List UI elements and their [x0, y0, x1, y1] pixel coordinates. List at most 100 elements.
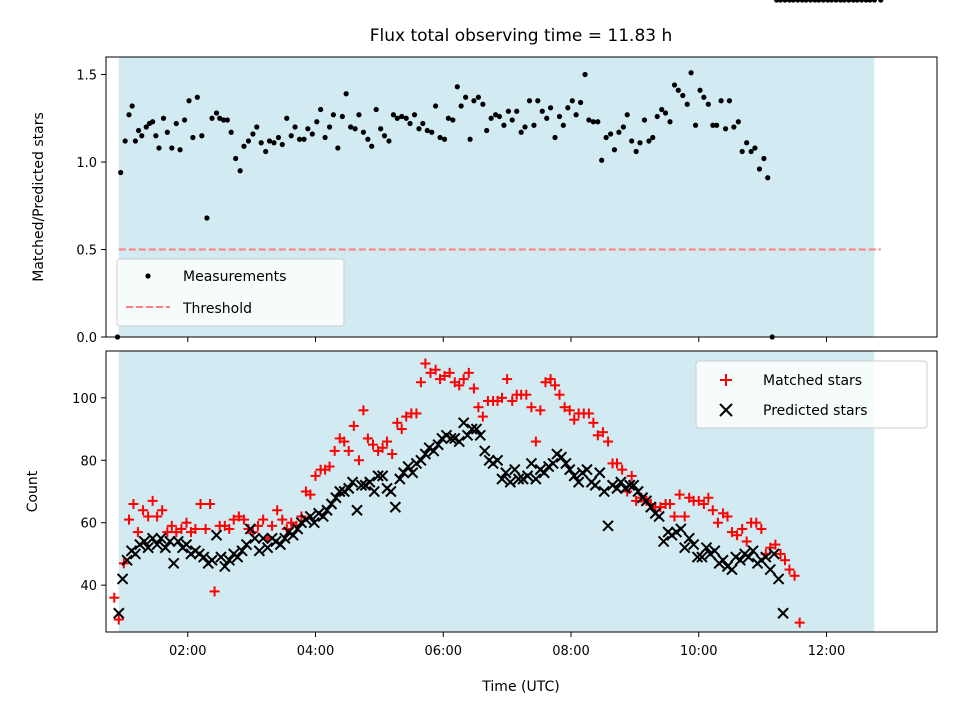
measurement-point [284, 115, 290, 121]
measurement-point [629, 138, 635, 144]
predicted-star-point [415, 454, 427, 466]
measurement-point [496, 113, 503, 120]
predicted-star-point [116, 573, 129, 585]
measurement-point [241, 143, 247, 149]
measurement-point [854, 0, 860, 3]
predicted-star-point [572, 476, 585, 488]
predicted-star-point [675, 523, 687, 535]
measurement-point [692, 122, 699, 128]
legend-measurements-label: Measurements [183, 269, 286, 285]
measurement-point [335, 145, 341, 151]
measurement-point [509, 117, 515, 123]
measurement-point [799, 0, 805, 3]
measurement-point [190, 134, 196, 141]
measurement-point [837, 0, 844, 3]
matched-star-point [157, 505, 168, 516]
measurement-point [846, 0, 852, 3]
count-y-tick-label: 100 [72, 392, 97, 407]
matched-star-point [415, 377, 426, 388]
predicted-star-point [624, 479, 636, 491]
matched-star-point [502, 374, 513, 385]
measurement-point [424, 127, 430, 134]
matched-star-point [655, 502, 666, 513]
measurement-point [752, 145, 758, 151]
measurement-point [378, 126, 384, 132]
measurement-point [258, 140, 264, 146]
matched-stars-points [109, 358, 805, 628]
measurement-point [271, 140, 277, 146]
measurement-point [224, 117, 230, 123]
measurement-point [662, 110, 669, 116]
measurement-point [675, 87, 681, 93]
matched-star-point [310, 470, 321, 481]
predicted-star-point [611, 482, 623, 495]
predicted-star-point [308, 517, 320, 529]
measurement-point [399, 113, 405, 120]
matched-star-point [143, 511, 154, 522]
matched-star-point [497, 392, 508, 403]
matched-star-point [722, 511, 733, 522]
predicted-star-point [461, 429, 474, 442]
predicted-star-point [155, 532, 167, 545]
ratio-x-ticks [187, 337, 827, 342]
measurement-point [526, 98, 533, 104]
matched-star-point [238, 514, 249, 525]
measurement-point [305, 126, 311, 132]
measurement-point [718, 98, 724, 104]
matched-star-point [564, 405, 575, 416]
predicted-star-point [231, 551, 244, 563]
measurement-point [209, 115, 215, 121]
measurement-point [186, 98, 192, 104]
matched-star-point [162, 527, 173, 538]
predicted-star-point [389, 501, 402, 513]
predicted-star-point [678, 541, 691, 554]
count-x-tick-label: 02:00 [169, 644, 206, 659]
ratio-y-axis-label: Matched/Predicted stars [31, 112, 47, 282]
predicted-star-point [279, 532, 291, 545]
measurement-point [135, 127, 142, 134]
predicted-star-point [581, 463, 593, 476]
count-legend: Matched stars Predicted stars [695, 360, 928, 429]
predicted-star-point [560, 457, 572, 470]
measurement-point [863, 0, 869, 3]
matched-star-point [794, 617, 805, 628]
measurement-point [812, 0, 818, 3]
measurement-point [833, 0, 839, 3]
matched-star-point [113, 614, 124, 625]
matched-star-point [411, 408, 422, 419]
matched-star-point [329, 445, 340, 456]
measurement-point [352, 126, 358, 132]
predicted-star-point [555, 451, 568, 463]
matched-star-point [463, 367, 474, 378]
x-axis-label: Time (UTC) [481, 679, 559, 695]
measurement-point [577, 99, 584, 106]
measurement-point [488, 115, 494, 121]
matched-star-point [377, 442, 388, 453]
matched-star-point [611, 458, 622, 469]
predicted-star-point [368, 485, 380, 498]
measurement-point [263, 148, 269, 155]
matched-star-point [277, 514, 288, 525]
predicted-star-point [304, 510, 317, 523]
predicted-star-point [142, 541, 154, 554]
figure-title: Flux total observing time = 11.83 h [370, 26, 673, 46]
count-axes-frame [105, 350, 938, 633]
measurement-point [275, 134, 282, 141]
predicted-star-point [760, 551, 772, 563]
matched-star-point [392, 417, 403, 428]
measurement-point [582, 71, 588, 78]
measurement-point [339, 113, 345, 120]
matched-star-point [707, 505, 718, 516]
matched-star-point [138, 505, 149, 516]
matched-star-point [526, 402, 537, 413]
matched-star-point [339, 436, 350, 447]
predicted-star-point [445, 432, 457, 445]
matched-star-point [147, 495, 158, 506]
matched-star-point [698, 498, 709, 509]
measurement-point [680, 92, 686, 99]
count-y-tick-label: 40 [80, 579, 97, 594]
measurement-point [616, 129, 622, 135]
matched-star-point [195, 498, 206, 509]
measurement-point [250, 131, 256, 137]
